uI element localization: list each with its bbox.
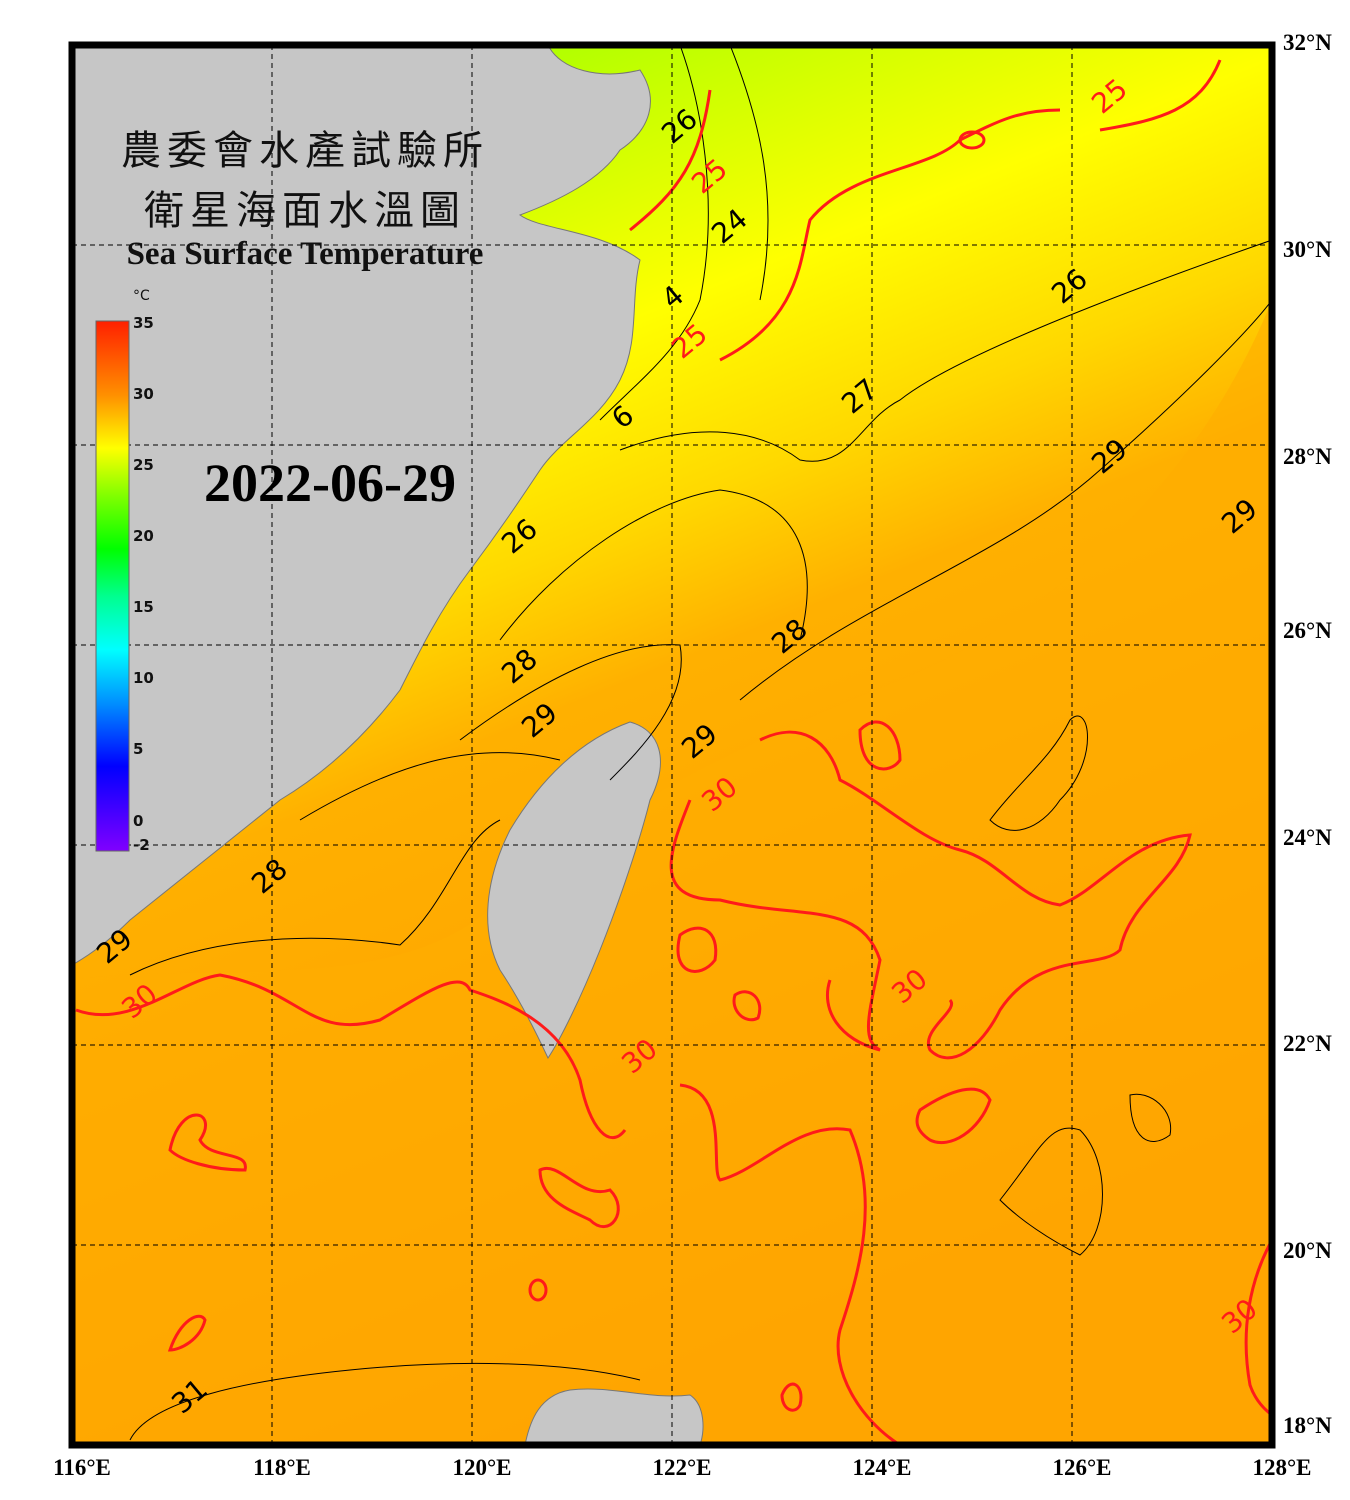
colorbar-tick: 0: [133, 812, 144, 830]
lat-label: 24°N: [1283, 825, 1332, 850]
lat-label: 30°N: [1283, 237, 1332, 262]
colorbar-tick: 25: [133, 456, 154, 474]
lat-label: 26°N: [1283, 618, 1332, 643]
luzon-land: [525, 1388, 704, 1442]
colorbar-tick: 30: [133, 385, 154, 403]
contours-black: [129, 48, 1269, 1441]
title-english: Sea Surface Temperature: [126, 236, 484, 272]
colorbar-tick: 15: [133, 598, 154, 616]
lat-label: 32°N: [1283, 30, 1332, 55]
title-chinese-line2: 衛星海面水溫圖: [144, 188, 466, 234]
colorbar-tick: 20: [133, 527, 154, 545]
map-frame: [68, 41, 1276, 1449]
colorbar-unit: °C: [133, 288, 150, 304]
lon-label: 126°E: [1052, 1455, 1112, 1480]
taiwan-land: [487, 721, 661, 1060]
colorbar-tick: 5: [133, 740, 144, 758]
colorbar: [95, 320, 130, 852]
title-chinese-line1: 農委會水產試驗所: [121, 128, 489, 174]
lat-label: 18°N: [1283, 1413, 1332, 1438]
map-date: 2022-06-29: [204, 453, 456, 513]
lon-label: 118°E: [253, 1455, 311, 1480]
lon-label: 128°E: [1252, 1455, 1312, 1480]
lon-label: 116°E: [53, 1455, 111, 1480]
lon-label: 124°E: [852, 1455, 912, 1480]
lat-label: 28°N: [1283, 444, 1332, 469]
contours-red: [75, 59, 1269, 1442]
lat-label: 20°N: [1283, 1238, 1332, 1263]
colorbar-tick: 10: [133, 669, 154, 687]
lon-label: 122°E: [652, 1455, 712, 1480]
grid-lines: [75, 48, 1269, 1442]
china-land: [75, 48, 651, 964]
colorbar-tick: 35: [133, 314, 154, 332]
colorbar-tick: -2: [133, 836, 150, 854]
lat-label: 22°N: [1283, 1031, 1332, 1056]
lon-label: 120°E: [452, 1455, 512, 1480]
